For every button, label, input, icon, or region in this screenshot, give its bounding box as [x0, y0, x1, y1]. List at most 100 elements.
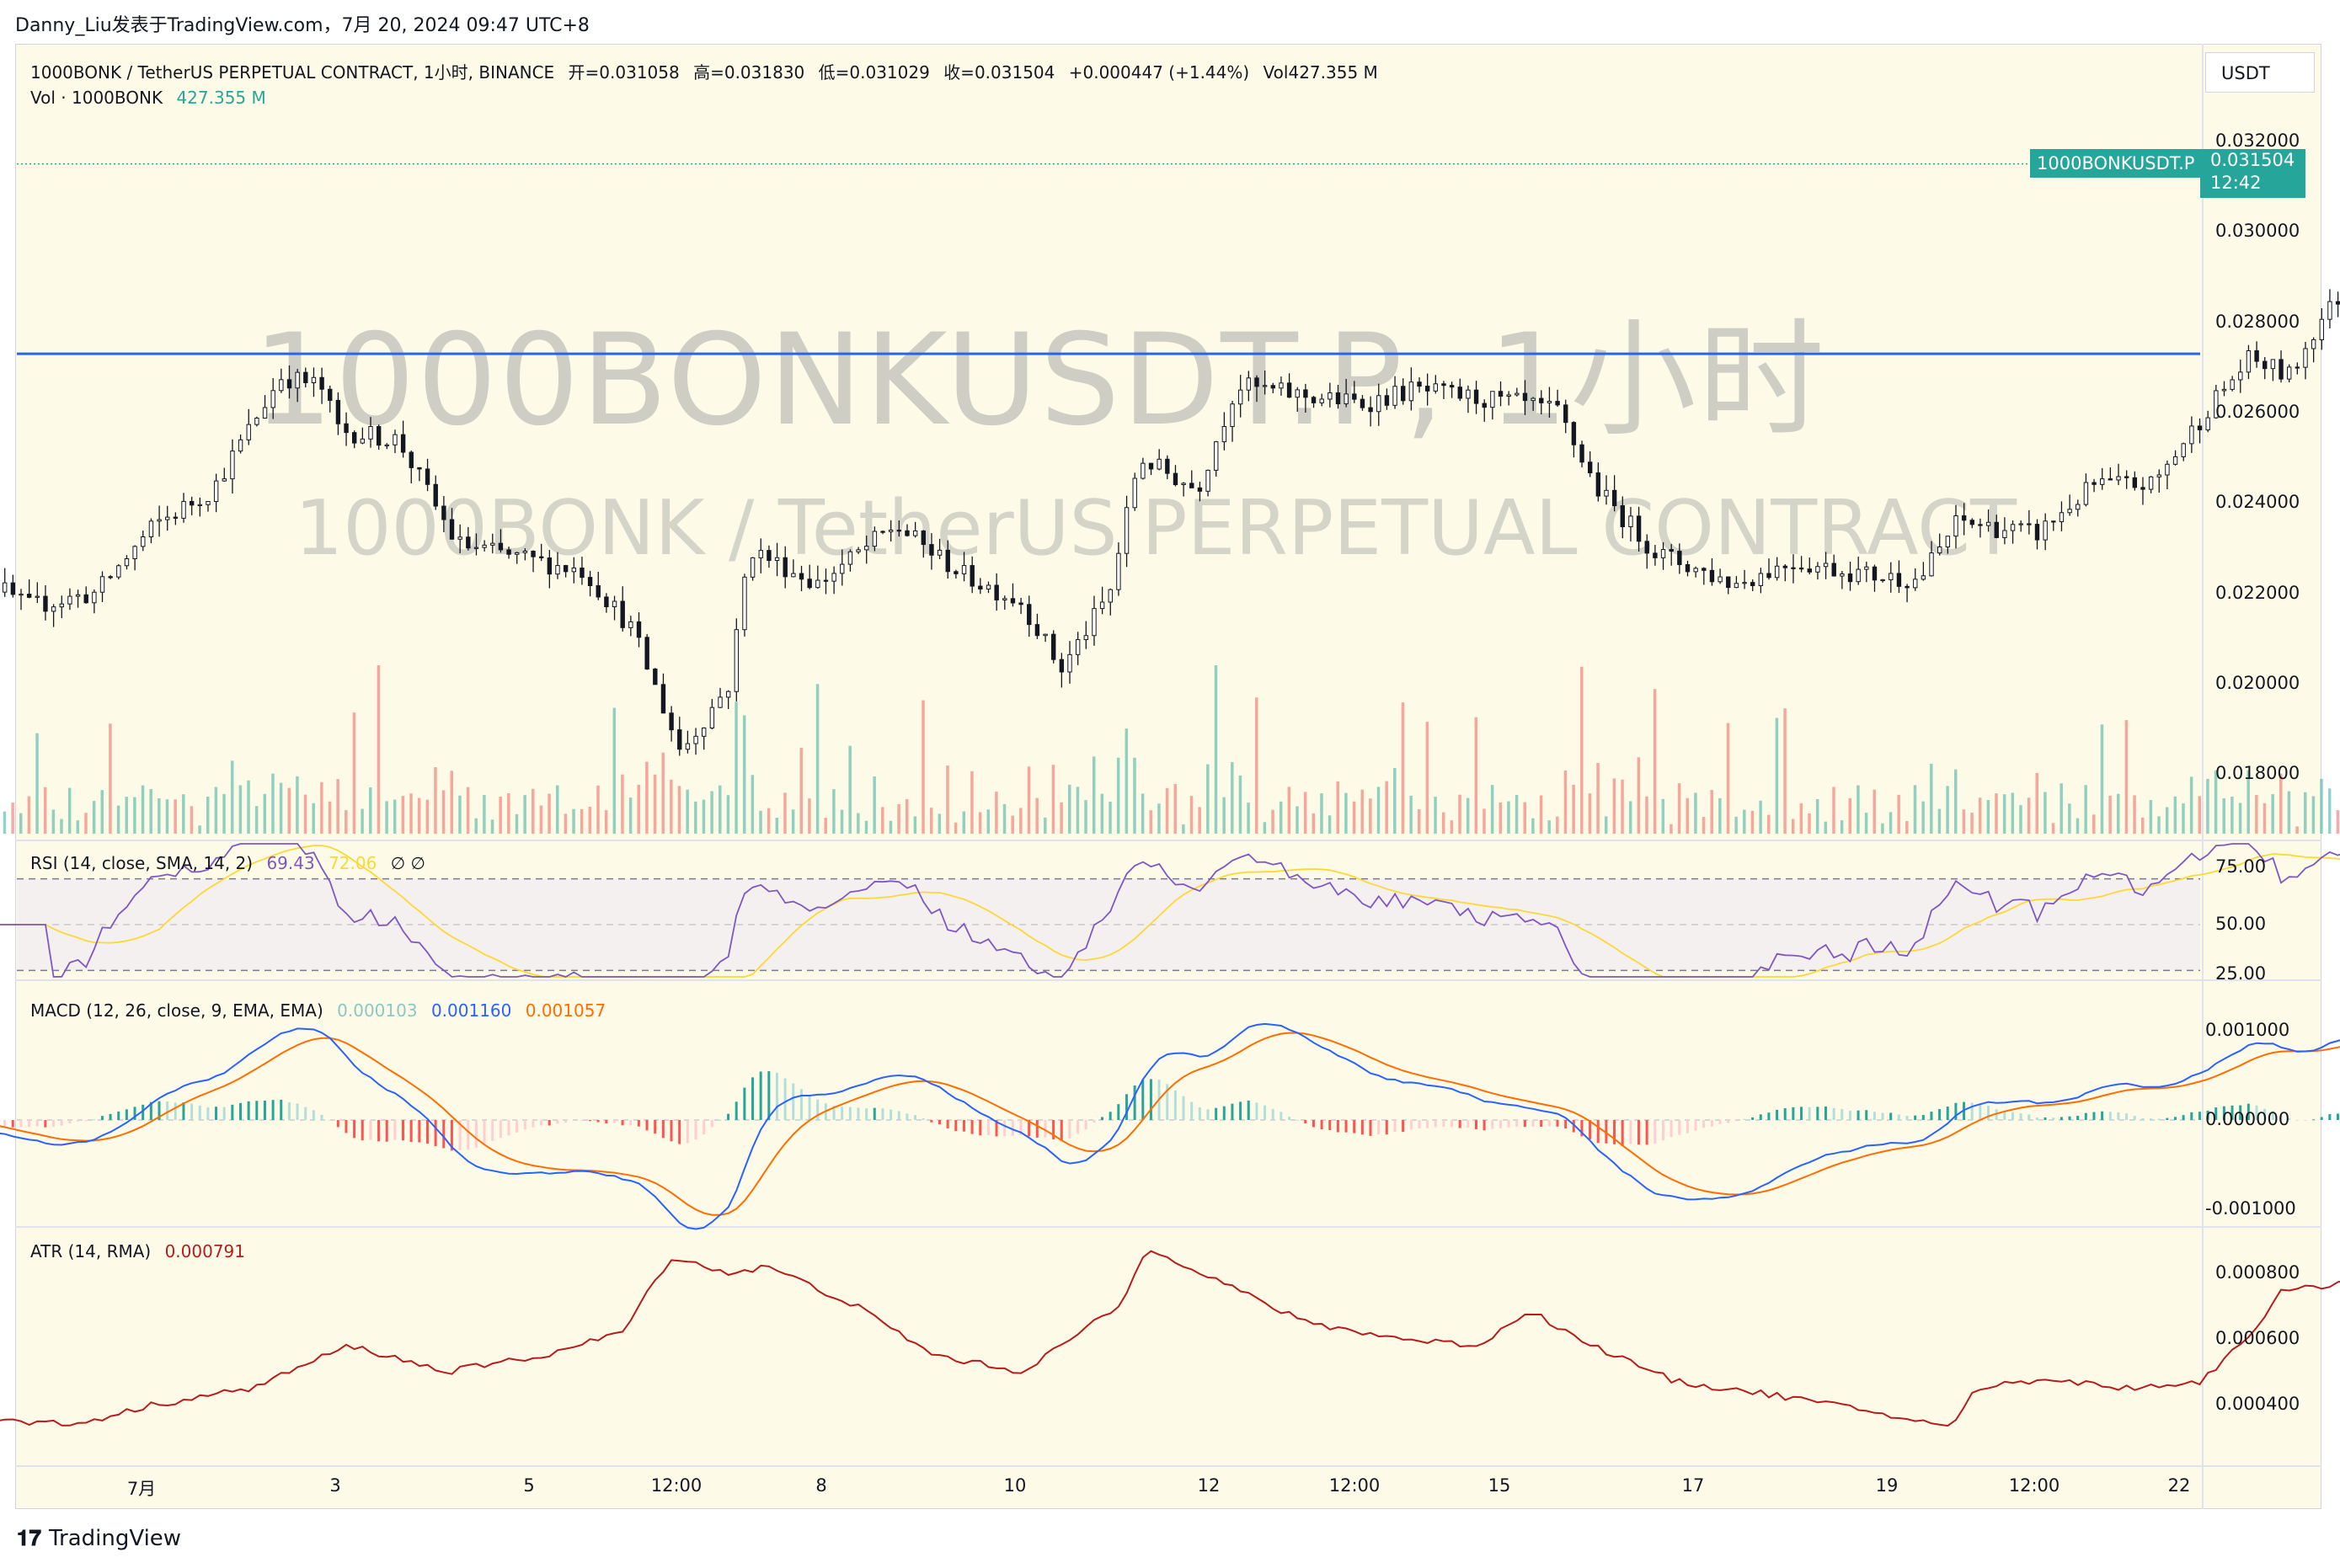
volume-bar — [1141, 793, 1145, 834]
candle — [2124, 470, 2129, 489]
volume-bar — [1109, 801, 1112, 834]
candle — [1847, 562, 1853, 591]
candle — [896, 520, 902, 537]
candle — [1108, 588, 1113, 616]
macd-legend[interactable]: MACD (12, 26, close, 9, EMA, EMA) 0.0001… — [30, 1000, 614, 1021]
volume-bar — [2198, 796, 2202, 834]
macd-hist-bar — [1759, 1114, 1762, 1120]
candle — [490, 533, 495, 554]
candle — [921, 530, 926, 558]
volume-bar — [100, 790, 104, 834]
volume-bar — [946, 765, 949, 834]
macd-hist-bar — [1418, 1120, 1421, 1128]
macd-hist-bar — [857, 1107, 860, 1120]
candle — [1441, 381, 1446, 399]
volume-bar — [2076, 818, 2080, 834]
volume-bar — [986, 809, 991, 834]
candle — [1075, 632, 1081, 665]
candle — [587, 570, 593, 597]
volume-bar — [2002, 794, 2006, 834]
rsi-legend[interactable]: RSI (14, close, SMA, 14, 2) 69.43 72.06 … — [30, 853, 434, 873]
candle — [1221, 412, 1227, 451]
macd-hist-bar — [117, 1111, 120, 1120]
candle — [1539, 390, 1544, 415]
candle — [2083, 473, 2089, 507]
macd-hist-bar — [930, 1120, 933, 1123]
macd-hist-bar — [1483, 1120, 1486, 1131]
macd-hist-bar — [1011, 1120, 1014, 1136]
rsi-ma-value: 72.06 — [329, 853, 377, 873]
candle — [393, 429, 398, 454]
macd-hist-bar — [1800, 1107, 1803, 1120]
volume-bar — [857, 813, 860, 834]
candle — [189, 496, 195, 515]
candle — [1555, 389, 1560, 408]
macd-hist-bar — [425, 1120, 429, 1144]
candle — [1157, 449, 1162, 471]
candle — [986, 581, 991, 594]
candle — [905, 524, 910, 537]
macd-hist-bar — [222, 1107, 226, 1120]
macd-hist-bar — [735, 1101, 738, 1120]
atr-legend[interactable]: ATR (14, RMA) 0.000791 — [30, 1241, 254, 1261]
volume-bar — [1027, 766, 1031, 834]
candle — [1905, 584, 1910, 603]
candle — [197, 497, 203, 517]
volume-bar — [377, 665, 381, 834]
candle — [1929, 541, 1934, 577]
candle — [1401, 378, 1406, 405]
time-axis-tick: 22 — [2167, 1475, 2191, 1496]
currency-button[interactable]: USDT — [2205, 52, 2315, 93]
macd-hist-bar — [873, 1107, 876, 1120]
pane-separator — [15, 840, 2321, 841]
macd-hist-bar — [2068, 1116, 2071, 1120]
rsi-line — [0, 843, 2340, 978]
macd-hist-bar — [612, 1120, 616, 1123]
volume-bar — [1483, 808, 1486, 834]
pane-separator — [15, 979, 2321, 981]
volume-bar — [133, 797, 136, 834]
candle — [1303, 383, 1308, 413]
volume-bar — [1937, 808, 1942, 834]
volume-bar — [523, 795, 526, 834]
volume-bars — [3, 665, 2340, 834]
price-axis-tick: 0.032000 — [2215, 131, 2300, 151]
volume-bar — [1214, 665, 1218, 834]
volume-bar — [637, 784, 641, 834]
candle — [181, 493, 186, 523]
volume-bar — [1125, 728, 1129, 834]
volume-bar — [694, 801, 697, 834]
volume-legend[interactable]: Vol · 1000BONK 427.355 M — [30, 88, 275, 108]
candle — [912, 521, 918, 538]
macd-hist-bar — [2206, 1110, 2209, 1120]
macd-hist-bar — [1840, 1108, 1844, 1120]
volume-bar — [1116, 757, 1120, 834]
macd-hist-bar — [1255, 1102, 1258, 1120]
volume-bar — [1312, 813, 1316, 834]
macd-hist-bar — [312, 1110, 315, 1120]
tradingview-logo[interactable]: 𝟏𝟕 TradingView — [17, 1526, 181, 1552]
macd-hist-bar — [865, 1108, 868, 1120]
candle — [498, 529, 504, 553]
volume-bar — [1076, 787, 1080, 834]
macd-hist-bar — [1304, 1120, 1307, 1124]
candle — [555, 552, 560, 579]
volume-bar — [483, 794, 486, 834]
macd-hist-bar — [19, 1120, 23, 1128]
volume-bar — [1832, 787, 1835, 834]
main-legend[interactable]: 1000BONK / TetherUS PERPETUAL CONTRACT, … — [30, 59, 1386, 83]
macd-hist-bar — [458, 1120, 462, 1150]
volume-bar — [1621, 779, 1624, 834]
volume-bar — [417, 797, 421, 834]
macd-hist-bar — [1596, 1120, 1600, 1144]
rsi-value: 69.43 — [266, 853, 315, 873]
macd-hist-bar — [540, 1120, 543, 1126]
volume-bar — [271, 773, 275, 834]
macd-hist-bar — [1280, 1112, 1283, 1120]
candle — [2254, 341, 2259, 368]
candle — [1506, 391, 1511, 406]
candle — [856, 547, 861, 554]
macd-hist-bar — [1474, 1120, 1477, 1129]
candle — [1677, 543, 1682, 574]
